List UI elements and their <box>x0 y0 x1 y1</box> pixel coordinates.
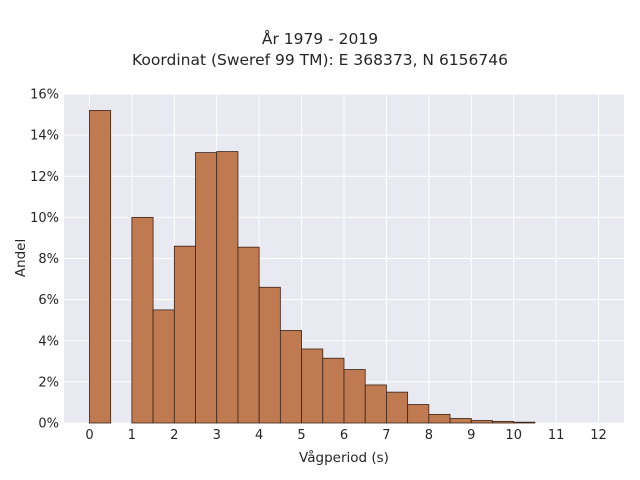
histogram-bar <box>322 357 345 424</box>
x-tick-label: 10 <box>505 428 522 443</box>
histogram-bar <box>449 418 472 424</box>
x-tick-label: 9 <box>467 428 475 443</box>
y-axis-label: Andel <box>13 239 29 277</box>
histogram-bar <box>513 421 536 424</box>
y-tick-label: 10% <box>30 211 59 226</box>
x-tick-label: 2 <box>170 428 178 443</box>
y-tick-label: 4% <box>38 334 59 349</box>
x-tick-label: 0 <box>85 428 93 443</box>
x-tick-label: 3 <box>213 428 221 443</box>
histogram-bar <box>195 152 218 424</box>
histogram-bar <box>301 348 324 424</box>
x-tick-label: 11 <box>548 428 565 443</box>
histogram-bar <box>428 413 451 424</box>
y-tick-label: 6% <box>38 293 59 308</box>
histogram-bar <box>173 245 196 424</box>
y-tick-label: 16% <box>30 88 59 103</box>
histogram-bar <box>237 246 260 424</box>
histogram-bar <box>89 110 112 424</box>
tick-labels: 0 1 2 3 4 5 6 7 8 9 10 11 120%2%4%6%8%10%12%14%16% <box>30 88 607 444</box>
y-tick-label: 2% <box>38 375 59 390</box>
x-tick-label: 8 <box>425 428 433 443</box>
x-axis-label: Vågperiod (s) <box>299 449 389 466</box>
x-tick-label: 6 <box>340 428 348 443</box>
histogram-bar <box>279 330 302 424</box>
histogram-bar <box>152 309 175 424</box>
histogram-bar <box>131 216 154 424</box>
histogram-bar <box>492 420 515 424</box>
y-tick-label: 8% <box>38 252 59 267</box>
histogram-bar <box>364 384 387 424</box>
histogram-bar <box>407 404 430 424</box>
histogram-bar <box>258 286 281 424</box>
chart-title-line-1: År 1979 - 2019 <box>261 30 379 48</box>
y-tick-label: 14% <box>30 129 59 144</box>
x-tick-label: 7 <box>382 428 390 443</box>
x-tick-label: 4 <box>255 428 263 443</box>
histogram-bar <box>386 391 409 424</box>
y-tick-label: 0% <box>38 417 59 432</box>
y-tick-label: 12% <box>30 170 59 185</box>
x-tick-label: 1 <box>128 428 136 443</box>
chart-title-line-2: Koordinat (Sweref 99 TM): E 368373, N 61… <box>132 51 508 69</box>
histogram-bar <box>216 151 239 424</box>
bar-series <box>89 110 536 424</box>
x-tick-label: 5 <box>297 428 305 443</box>
x-tick-label: 12 <box>590 428 607 443</box>
histogram-bar <box>343 369 366 424</box>
histogram-bar <box>470 420 493 424</box>
